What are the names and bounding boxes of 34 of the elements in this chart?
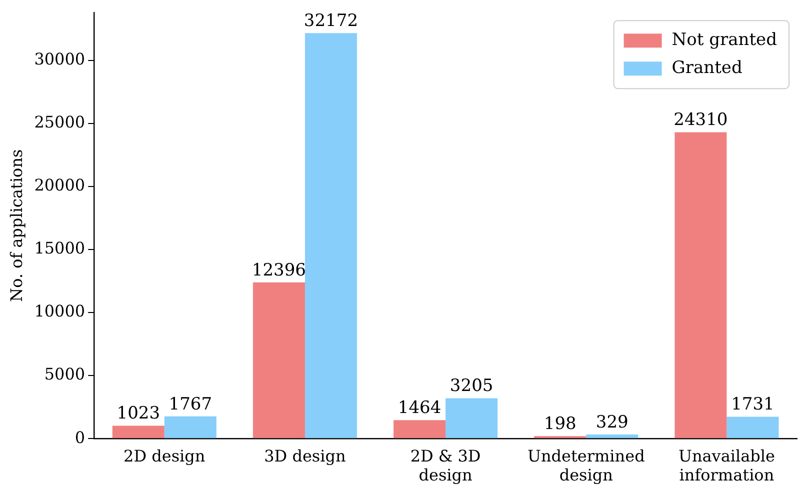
bar (304, 33, 357, 438)
data-label: 1464 (398, 398, 442, 418)
y-tick-label: 30000 (34, 50, 86, 69)
bar (446, 398, 498, 438)
data-label: 24310 (674, 110, 728, 130)
bar (674, 132, 727, 438)
data-label: 12396 (252, 260, 306, 280)
legend-label: Not granted (672, 30, 778, 50)
legend-label: Granted (672, 58, 742, 78)
y-tick-label: 10000 (34, 302, 86, 321)
y-tick-label: 5000 (44, 364, 86, 384)
bar (252, 282, 305, 438)
y-tick-label: 15000 (34, 238, 86, 258)
bar (164, 416, 216, 438)
bar (394, 420, 446, 438)
bar (112, 426, 164, 438)
data-label: 1767 (168, 394, 212, 414)
x-tick-label: 3D design (264, 446, 346, 466)
y-axis-title: No. of applications (6, 149, 26, 302)
y-tick-label: 20000 (34, 176, 86, 195)
data-label: 1023 (116, 404, 160, 424)
data-label: 1731 (731, 394, 774, 415)
bar (726, 416, 779, 438)
data-label: 32172 (304, 11, 358, 32)
y-tick-label: 25000 (34, 112, 86, 132)
data-label: 3205 (450, 376, 494, 396)
x-tick-label: 2D design (124, 446, 206, 466)
data-label: 198 (544, 414, 576, 434)
y-tick-label: 0 (74, 428, 86, 447)
x-tick-label: 2D & 3D design (410, 446, 481, 485)
bar (586, 434, 638, 438)
data-label: 329 (596, 412, 628, 432)
x-tick-label: Unavailable information (678, 446, 775, 485)
x-tick-label: Undetermined design (527, 446, 645, 485)
